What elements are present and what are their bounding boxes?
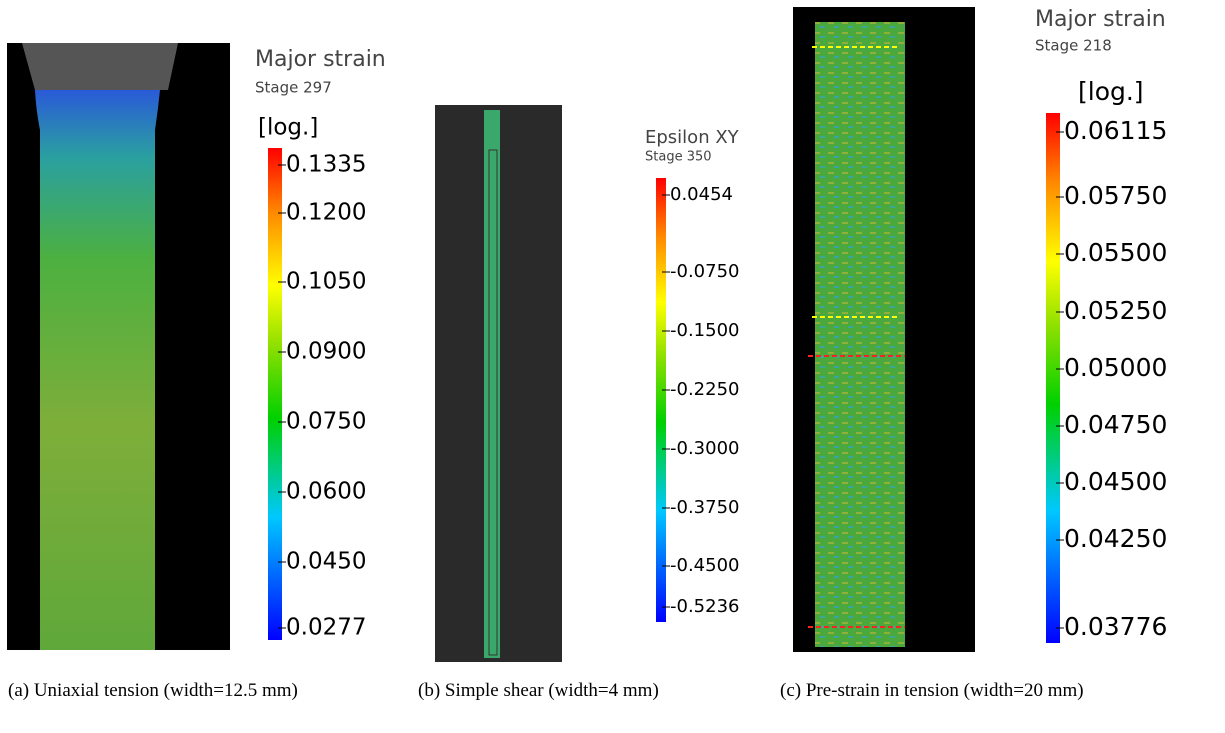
legend-title: Major strain [255,47,386,72]
region-outline [488,149,498,656]
colorbar-label: -0.3000 [670,438,739,459]
strain-map [35,90,160,650]
caption: (a) Uniaxial tension (width=12.5 mm) [8,680,298,701]
colorbar-label: 0.04500 [1064,467,1167,496]
colorbar-label: 0.0900 [286,339,366,365]
colorbar-label: -0.0750 [670,261,739,282]
colorbar [268,148,282,640]
colorbar-label: 0.1050 [286,269,366,295]
colorbar-label: -0.2250 [670,379,739,400]
colorbar-label: 0.0750 [286,409,366,435]
strain-map [484,110,500,658]
colorbar-label: 0.1335 [286,152,366,178]
unit-label: [log.] [258,115,318,141]
colorbar [656,178,666,622]
colorbar-label: 0.03776 [1064,612,1167,641]
colorbar-label: 0.0454 [670,184,733,205]
colorbar-label: 0.05500 [1064,238,1167,267]
colorbar-label: 0.04250 [1064,524,1167,553]
colorbar-label: -0.1500 [670,320,739,341]
colorbar-label: -0.5236 [670,596,739,617]
specimen-grip [22,43,178,90]
colorbar-label: 0.0600 [286,479,366,505]
colorbar-label: 0.06115 [1064,116,1167,145]
colorbar-label: -0.3750 [670,497,739,518]
caption: (b) Simple shear (width=4 mm) [418,680,659,701]
colorbar-label: 0.05750 [1064,181,1167,210]
stage-label: Stage 218 [1035,37,1112,55]
colorbar-label: 0.0277 [286,615,366,641]
colorbar-label: 0.05250 [1064,296,1167,325]
colorbar-label: 0.04750 [1064,410,1167,439]
colorbar-label: -0.4500 [670,555,739,576]
stage-label: Stage 350 [645,150,712,165]
unit-label: [log.] [1078,77,1144,106]
colorbar [1046,113,1060,643]
legend-title: Epsilon XY [645,127,740,148]
legend-title: Major strain [1035,7,1166,32]
colorbar-label: 0.05000 [1064,353,1167,382]
caption: (c) Pre-strain in tension (width=20 mm) [780,680,1084,701]
colorbar-label: 0.0450 [286,549,366,575]
stage-label: Stage 297 [255,79,332,97]
colorbar-label: 0.1200 [286,200,366,226]
strain-map [815,22,905,647]
